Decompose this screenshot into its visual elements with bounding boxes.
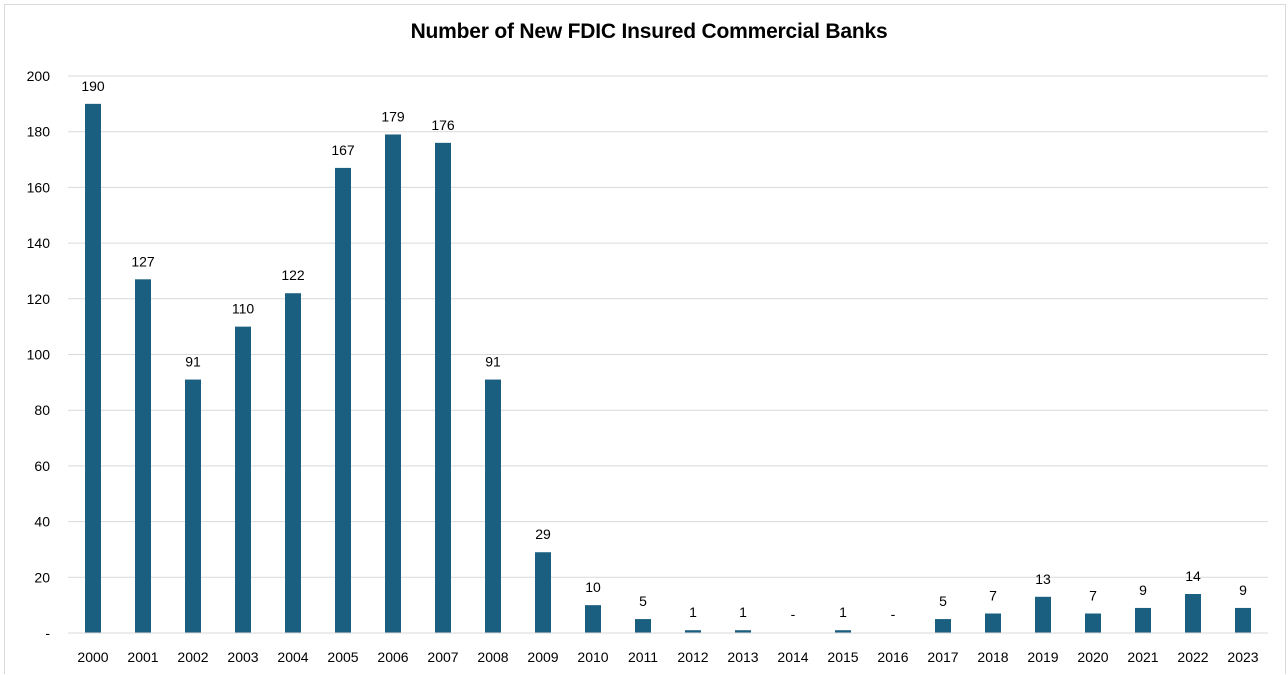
bar — [135, 279, 151, 633]
bar — [935, 619, 951, 633]
data-label: 13 — [1035, 571, 1051, 587]
bar — [185, 379, 201, 633]
x-tick-label: 2011 — [628, 649, 658, 665]
data-label: 110 — [232, 301, 255, 317]
data-label: 9 — [1139, 582, 1147, 598]
data-label: 1 — [839, 604, 847, 620]
bar — [1235, 607, 1251, 633]
data-label: 14 — [1185, 568, 1201, 584]
y-tick-label: 160 — [27, 179, 51, 195]
y-tick-label: 80 — [34, 402, 50, 418]
bars — [85, 103, 1251, 634]
x-tick-label: 2005 — [327, 649, 358, 665]
y-tick-label: 180 — [27, 124, 51, 140]
data-label: 91 — [185, 354, 201, 370]
x-axis: 2000 2001 2002 2003 2004 2005 2006 2007 2008 2009… — [68, 632, 1268, 665]
data-label: 122 — [281, 267, 305, 283]
x-tick-label: 2009 — [527, 649, 558, 665]
bar — [285, 293, 301, 633]
y-tick-label: 200 — [27, 68, 51, 84]
y-tick-label: 100 — [27, 347, 51, 363]
data-labels: 190 127 91 110 122 167 179 176 91 29 10 5 1 1 - 1 - 5 7 13 7… — [81, 78, 1247, 622]
data-label: 10 — [585, 579, 601, 595]
y-tick-label: 40 — [34, 514, 50, 530]
data-label: 127 — [131, 253, 155, 269]
x-tick-label: 2004 — [277, 649, 308, 665]
x-tick-label: 2000 — [77, 649, 108, 665]
data-label: 167 — [331, 142, 355, 158]
data-label: 5 — [939, 593, 947, 609]
data-label: 91 — [485, 354, 501, 370]
x-tick-label: 2001 — [127, 649, 158, 665]
x-tick-label: 2021 — [1127, 649, 1158, 665]
x-tick-label: 2017 — [927, 649, 958, 665]
data-label: - — [891, 606, 896, 622]
bar — [635, 619, 651, 633]
bar — [335, 167, 351, 633]
y-tick-label: 120 — [27, 291, 51, 307]
bar — [835, 630, 851, 633]
bar — [85, 103, 101, 634]
x-tick-label: 2020 — [1077, 649, 1108, 665]
x-tick-label: 2023 — [1227, 649, 1258, 665]
data-label: 1 — [739, 604, 747, 620]
x-tick-label: 2013 — [727, 649, 758, 665]
x-tick-label: 2014 — [777, 649, 808, 665]
chart-frame — [4, 4, 1286, 674]
y-tick-label: 140 — [27, 235, 51, 251]
bar — [1035, 596, 1051, 633]
data-label: 9 — [1239, 582, 1247, 598]
bar — [735, 630, 751, 633]
data-label: 7 — [989, 588, 997, 604]
data-label: 29 — [535, 526, 551, 542]
y-tick-label: 60 — [34, 458, 50, 474]
data-label: 1 — [689, 604, 697, 620]
data-label: - — [791, 606, 796, 622]
data-label: 190 — [81, 78, 105, 94]
y-tick-label: 20 — [34, 569, 50, 585]
x-tick-label: 2008 — [477, 649, 508, 665]
bar — [235, 326, 251, 633]
data-label: 176 — [431, 117, 455, 133]
bar — [1085, 613, 1101, 633]
y-tick-label: - — [45, 625, 50, 641]
x-tick-label: 2007 — [427, 649, 458, 665]
x-tick-label: 2016 — [877, 649, 908, 665]
bar — [1185, 594, 1201, 633]
x-tick-label: 2015 — [827, 649, 858, 665]
bar — [485, 379, 501, 633]
x-tick-label: 2012 — [677, 649, 708, 665]
x-tick-label: 2019 — [1027, 649, 1058, 665]
x-tick-label: 2010 — [577, 649, 608, 665]
x-tick-label: 2018 — [977, 649, 1008, 665]
bar — [535, 552, 551, 633]
bar — [585, 605, 601, 633]
data-label: 179 — [381, 108, 405, 124]
x-tick-label: 2003 — [227, 649, 258, 665]
y-axis: - 20 40 60 80 100 120 140 160 180 200 — [27, 68, 51, 641]
x-tick-label: 2002 — [177, 649, 208, 665]
x-tick-label: 2006 — [377, 649, 408, 665]
data-label: 5 — [639, 593, 647, 609]
bar — [435, 142, 451, 633]
bar — [685, 630, 701, 633]
bar — [1135, 607, 1151, 633]
x-tick-label: 2022 — [1177, 649, 1208, 665]
gridlines — [68, 75, 1268, 578]
data-label: 7 — [1089, 588, 1097, 604]
bar — [985, 613, 1001, 633]
bar — [385, 134, 401, 634]
chart-title: Number of New FDIC Insured Commercial Ba… — [410, 20, 888, 43]
